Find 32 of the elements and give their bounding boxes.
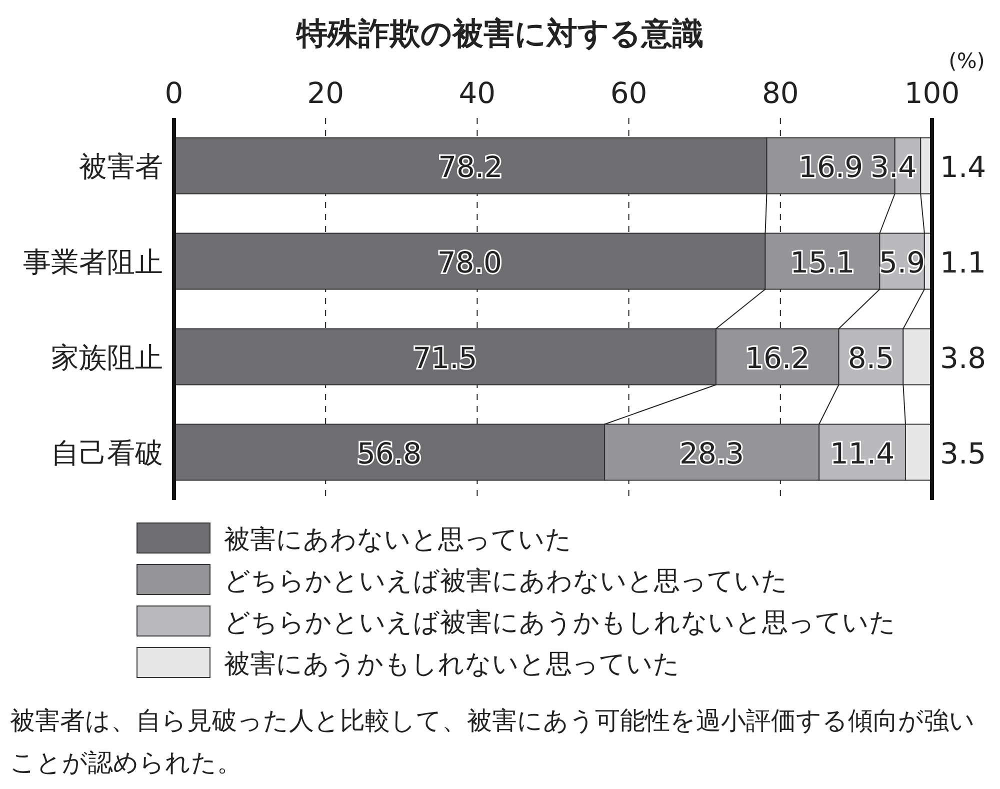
y-tick-label: 事業者阻止 — [23, 245, 163, 278]
y-tick-label: 被害者 — [79, 150, 163, 183]
x-tick-label: 40 — [458, 76, 496, 110]
x-tick-label: 80 — [762, 76, 799, 110]
data-label: 15.1 — [790, 245, 855, 280]
x-tick-label: 60 — [610, 76, 648, 110]
x-tick-label: 20 — [307, 76, 344, 110]
data-label: 11.4 — [830, 436, 895, 470]
data-label: 16.2 — [745, 340, 810, 375]
y-tick-label: 家族阻止 — [51, 340, 163, 374]
legend-label: 被害にあうかもしれないと思っていた — [224, 650, 680, 680]
data-label: 1.4 — [940, 150, 986, 184]
data-label: 56.8 — [356, 436, 422, 470]
data-label: 8.5 — [848, 340, 894, 375]
data-label: 3.5 — [940, 436, 986, 470]
text: 被害者は、自ら見破った人と比較して、被害にあう可能性を過小評価する傾向が強いことが認められた。 — [10, 705, 976, 779]
data-label: 28.3 — [680, 436, 744, 470]
x-tick-label: 0 — [164, 76, 184, 110]
x-tick-label: 100 — [904, 76, 960, 110]
legend-label: どちらかといえば被害にあわないと思っていた — [224, 566, 788, 596]
y-tick-label: 自己看破 — [51, 436, 163, 470]
legend-label: どちらかといえば被害にあうかもしれないと思っていた — [224, 608, 896, 638]
data-label: 16.9 — [798, 150, 864, 184]
data-label: 3.8 — [940, 340, 986, 375]
data-label: 78.0 — [437, 245, 502, 280]
data-label: 71.5 — [412, 340, 478, 375]
data-label: 5.9 — [878, 245, 926, 280]
legend-label: 被害にあわないと思っていた — [224, 525, 572, 555]
data-label: 78.2 — [438, 150, 503, 184]
x-axis-title: (%) — [948, 49, 985, 73]
data-label: 1.1 — [940, 245, 986, 280]
chart-title: 特殊詐欺の被害に対する意識 — [296, 16, 704, 52]
